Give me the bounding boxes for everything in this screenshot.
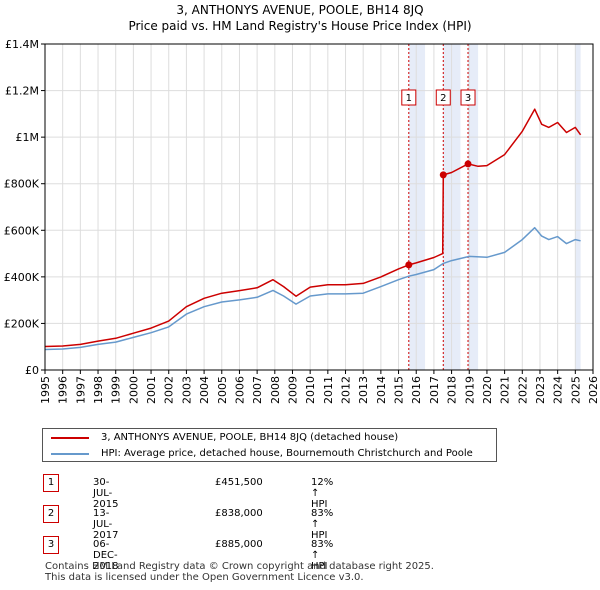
x-tick-label: 1996 [57, 376, 70, 404]
transaction-hpi: 12% ↑ HPI [311, 477, 334, 510]
legend-swatch-property [51, 437, 89, 439]
x-tick-label: 2007 [251, 376, 264, 404]
x-tick-label: 2026 [587, 376, 600, 404]
x-tick-label: 2019 [463, 376, 476, 404]
hpi-series-line [44, 226, 581, 351]
x-tick-label: 2014 [375, 376, 388, 404]
legend-label-hpi: HPI: Average price, detached house, Bour… [101, 448, 473, 459]
x-tick-label: 2010 [304, 376, 317, 404]
y-tick-label: £0 [25, 364, 39, 377]
x-tick-label: 2025 [569, 376, 582, 404]
x-tick-label: 2003 [180, 376, 193, 404]
shaded-region [408, 44, 426, 370]
event-label: 1 [406, 93, 412, 104]
event-label-box [435, 89, 451, 106]
transaction-badge: 2 [43, 505, 59, 523]
sale-point [464, 160, 472, 168]
x-tick-label: 2016 [410, 376, 423, 404]
x-tick-label: 2024 [552, 376, 565, 404]
x-tick-label: 2005 [216, 376, 229, 404]
transaction-hpi: 83% ↑ HPI [311, 508, 334, 541]
transaction-date: 13-JUL-2017 [93, 508, 119, 541]
x-tick-label: 1995 [39, 376, 52, 404]
shaded-region [468, 44, 479, 370]
y-tick-label: £800K [4, 178, 40, 191]
y-tick-label: £600K [4, 224, 40, 237]
sale-point [405, 261, 413, 269]
event-label: 3 [465, 93, 471, 104]
legend-label-property: 3, ANTHONYS AVENUE, POOLE, BH14 8JQ (det… [101, 432, 399, 443]
transaction-price: £885,000 [215, 539, 263, 550]
y-tick-label: £1.2M [5, 85, 39, 98]
y-tick-label: £200K [4, 317, 40, 330]
chart-title: 3, ANTHONYS AVENUE, POOLE, BH14 8JQ [176, 3, 424, 17]
x-tick-label: 2008 [269, 376, 282, 404]
x-tick-label: 2002 [163, 376, 176, 404]
x-tick-label: 2017 [428, 376, 441, 404]
plot-border [44, 43, 594, 371]
x-tick-label: 2023 [534, 376, 547, 404]
x-tick-label: 2012 [340, 376, 353, 404]
chart-area: 1 2 3 1995 1996 1997 1998 1999 2000 2001 2002 2003… [4, 38, 600, 404]
x-tick-label: 2006 [233, 376, 246, 404]
x-tick-label: 1998 [92, 376, 105, 404]
event-label-box [460, 89, 476, 106]
footer-copyright: Contains HM Land Registry data © Crown c… [45, 561, 434, 572]
x-tick-label: 2004 [198, 376, 211, 404]
x-tick-label: 2018 [446, 376, 459, 404]
event-label-box [401, 89, 417, 106]
x-tick-label: 1999 [110, 376, 123, 404]
sale-point [439, 171, 447, 179]
event-label: 2 [440, 93, 446, 104]
transaction-badge: 3 [43, 536, 59, 554]
y-tick-label: £1.4M [5, 38, 39, 51]
property-series-line [44, 108, 582, 348]
x-tick-label: 2000 [127, 376, 140, 404]
x-tick-label: 2022 [516, 376, 529, 404]
footer-licence: This data is licensed under the Open Gov… [45, 572, 364, 583]
x-tick-label: 2015 [393, 376, 406, 404]
transaction-hpi: 83% ↑ HPI [311, 539, 334, 572]
y-tick-label: £1M [16, 131, 40, 144]
chart-legend: 3, ANTHONYS AVENUE, POOLE, BH14 8JQ (det… [42, 428, 497, 462]
x-tick-label: 2020 [481, 376, 494, 404]
legend-swatch-hpi [51, 453, 89, 455]
x-tick-label: 2001 [145, 376, 158, 404]
transaction-date: 30-JUL-2015 [93, 477, 119, 510]
y-tick-label: £400K [4, 271, 40, 284]
x-tick-label: 2013 [357, 376, 370, 404]
transaction-badge: 1 [43, 474, 59, 492]
shaded-region [575, 44, 581, 370]
x-tick-label: 1997 [74, 376, 87, 404]
transaction-date: 06-DEC-2018 [93, 539, 119, 572]
x-tick-label: 2021 [499, 376, 512, 404]
x-tick-label: 2011 [322, 376, 335, 404]
transaction-price: £451,500 [215, 477, 263, 488]
x-tick-label: 2009 [286, 376, 299, 404]
chart-subtitle: Price paid vs. HM Land Registry's House … [128, 19, 472, 33]
transaction-price: £838,000 [215, 508, 263, 519]
